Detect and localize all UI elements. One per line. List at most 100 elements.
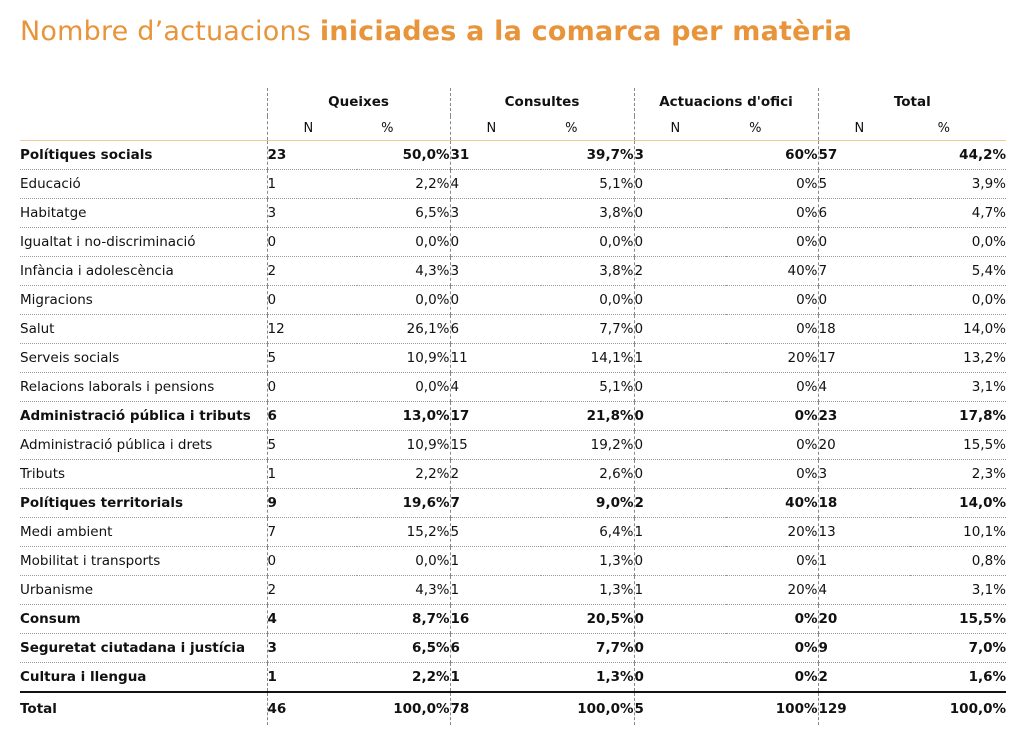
cell-ofici-pct: 20%	[726, 343, 818, 373]
cell-queixes-pct: 50,0%	[357, 140, 450, 170]
cell-consultes-pct: 1,3%	[541, 575, 634, 605]
subheader-n: N	[633, 116, 726, 141]
cell-ofici-pct: 0%	[726, 459, 818, 489]
empty-header-cell	[20, 88, 267, 116]
cell-queixes-pct: 6,5%	[357, 633, 450, 663]
cell-queixes-pct: 4,3%	[357, 256, 450, 286]
cell-consultes-pct: 5,1%	[541, 372, 634, 402]
cell-total-pct: 17,8%	[910, 401, 1007, 431]
cell-consultes-pct: 1,3%	[541, 662, 634, 693]
row-label: Tributs	[20, 459, 267, 489]
subcategory-row: Migracions 0 0,0% 0 0,0% 0 0% 0 0,0%	[20, 285, 1007, 315]
header-queixes: Queixes	[266, 88, 450, 116]
cell-ofici-pct: 0%	[726, 372, 818, 402]
cell-queixes-n: 5	[266, 343, 357, 373]
cell-ofici-n: 3	[633, 140, 726, 170]
cell-total-pct: 3,1%	[910, 575, 1007, 605]
cell-ofici-pct: 0%	[726, 227, 818, 257]
cell-total-pct: 44,2%	[910, 140, 1007, 170]
cell-consultes-pct: 1,3%	[541, 546, 634, 576]
cell-queixes-n: 9	[266, 488, 357, 518]
cell-ofici-n: 0	[633, 430, 726, 460]
cell-consultes-n: 78	[449, 691, 541, 725]
cell-queixes-n: 23	[266, 140, 357, 170]
subheader-n: N	[449, 116, 541, 141]
cell-total-n: 3	[817, 459, 910, 489]
cell-total-pct: 5,4%	[910, 256, 1007, 286]
row-label: Cultura i llengua	[20, 662, 267, 693]
cell-ofici-n: 0	[633, 227, 726, 257]
cell-consultes-pct: 39,7%	[541, 140, 634, 170]
cell-ofici-pct: 0%	[726, 662, 818, 693]
cell-queixes-pct: 10,9%	[357, 343, 450, 373]
cell-queixes-n: 6	[266, 401, 357, 431]
cell-queixes-pct: 13,0%	[357, 401, 450, 431]
category-row: Polítiques socials 23 50,0% 31 39,7% 3 60% 57 44…	[20, 140, 1007, 170]
cell-total-n: 9	[817, 633, 910, 663]
subcategory-row: Medi ambient 7 15,2% 5 6,4% 1 20% 13 10,1%	[20, 517, 1007, 547]
cell-queixes-n: 0	[266, 227, 357, 257]
cell-consultes-n: 6	[449, 314, 541, 344]
subcategory-row: Tributs 1 2,2% 2 2,6% 0 0% 3 2,3%	[20, 459, 1007, 489]
cell-consultes-n: 1	[449, 662, 541, 693]
cell-consultes-pct: 5,1%	[541, 169, 634, 199]
cell-total-pct: 0,0%	[910, 285, 1007, 315]
title-bold: iniciades a la comarca per matèria	[319, 16, 853, 47]
cell-queixes-pct: 0,0%	[357, 372, 450, 402]
table-body: Polítiques socials 23 50,0% 31 39,7% 3 60% 57 44…	[20, 140, 1007, 725]
actuacions-table: Queixes Consultes Actuacions d'ofici Tot…	[20, 88, 1007, 725]
cell-ofici-n: 0	[633, 372, 726, 402]
subcategory-row: Relacions laborals i pensions 0 0,0% 4 5,1% 0…	[20, 372, 1007, 402]
cell-queixes-pct: 2,2%	[357, 662, 450, 693]
cell-consultes-n: 6	[449, 633, 541, 663]
cell-queixes-n: 0	[266, 285, 357, 315]
cell-ofici-pct: 0%	[726, 604, 818, 634]
cell-total-pct: 10,1%	[910, 517, 1007, 547]
cell-ofici-n: 0	[633, 662, 726, 693]
cell-ofici-pct: 20%	[726, 517, 818, 547]
cell-total-n: 2	[817, 662, 910, 693]
row-label: Polítiques territorials	[20, 488, 267, 518]
cell-ofici-pct: 40%	[726, 488, 818, 518]
cell-queixes-pct: 100,0%	[357, 691, 450, 725]
group-header-row: Queixes Consultes Actuacions d'ofici Tot…	[20, 88, 1007, 116]
subcategory-row: Mobilitat i transports 0 0,0% 1 1,3% 0 0% 1 0,8%	[20, 546, 1007, 576]
cell-queixes-pct: 6,5%	[357, 198, 450, 228]
row-label: Mobilitat i transports	[20, 546, 267, 576]
subheader-pct: %	[937, 120, 951, 136]
cell-ofici-pct: 100%	[726, 691, 818, 725]
cell-queixes-n: 4	[266, 604, 357, 634]
title-normal: Nombre d’actuacions	[20, 16, 320, 47]
cell-consultes-n: 3	[449, 198, 541, 228]
cell-total-n: 18	[817, 314, 910, 344]
cell-consultes-pct: 3,8%	[541, 198, 634, 228]
row-label: Total	[20, 691, 267, 725]
subheader-pct: %	[381, 120, 394, 136]
cell-total-n: 18	[817, 488, 910, 518]
cell-ofici-pct: 0%	[726, 633, 818, 663]
cell-total-n: 23	[817, 401, 910, 431]
cell-total-n: 13	[817, 517, 910, 547]
cell-ofici-n: 0	[633, 459, 726, 489]
cell-consultes-pct: 21,8%	[541, 401, 634, 431]
row-label: Serveis socials	[20, 343, 267, 373]
cell-consultes-pct: 20,5%	[541, 604, 634, 634]
cell-total-pct: 14,0%	[910, 314, 1007, 344]
category-row: Polítiques territorials 9 19,6% 7 9,0% 2 40% 18…	[20, 488, 1007, 518]
category-row: Consum 4 8,7% 16 20,5% 0 0% 20 15,5%	[20, 604, 1007, 634]
cell-total-pct: 1,6%	[910, 662, 1007, 693]
row-label: Migracions	[20, 285, 267, 315]
total-row: Total 46 100,0% 78 100,0% 5 100% 129 100…	[20, 691, 1007, 725]
cell-ofici-n: 1	[633, 575, 726, 605]
cell-queixes-pct: 2,2%	[357, 459, 450, 489]
cell-total-pct: 2,3%	[910, 459, 1007, 489]
cell-ofici-n: 2	[633, 256, 726, 286]
subheader-row: N % N % N % N %	[20, 116, 1007, 141]
cell-consultes-pct: 3,8%	[541, 256, 634, 286]
cell-consultes-pct: 14,1%	[541, 343, 634, 373]
cell-total-pct: 0,0%	[910, 227, 1007, 257]
cell-queixes-pct: 10,9%	[357, 430, 450, 460]
row-label: Habitatge	[20, 198, 267, 228]
empty-subheader-cell	[20, 116, 267, 141]
cell-consultes-pct: 100,0%	[541, 691, 634, 725]
